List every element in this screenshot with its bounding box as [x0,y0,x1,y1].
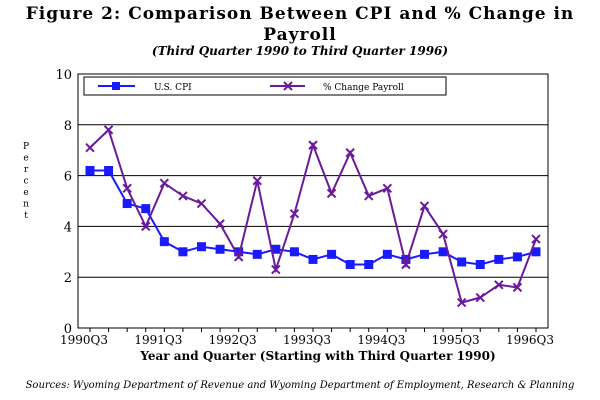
x-tick-label: 1991Q3 [134,333,182,347]
chart-title-line2: Payroll [263,25,337,45]
cpi-point [271,244,281,254]
y-axis-title-letter: c [23,177,28,187]
cpi-point [382,249,392,259]
payroll-point [141,221,151,232]
cpi-point [141,204,151,214]
y-axis-title-letter: e [23,188,28,198]
x-axis-title: Year and Quarter (Starting with Third Qu… [139,349,495,363]
y-axis-title-letter: t [24,211,28,221]
y-tick-label: 8 [64,119,72,134]
payroll-point [475,292,485,303]
y-tick-label: 0 [64,322,72,337]
y-tick-label: 6 [64,170,72,185]
y-tick-label: 4 [64,220,72,235]
cpi-point [252,249,262,259]
legend-box [83,76,447,96]
y-axis-title-letter: P [23,142,29,152]
payroll-point [438,229,448,239]
payroll-point [178,191,188,201]
payroll-point [196,198,207,209]
legend-cpi-marker [112,82,120,90]
x-tick-label: 1994Q3 [357,333,405,347]
payroll-point [382,183,393,194]
cpi-point [85,166,95,176]
payroll-point [122,183,132,194]
payroll-point [456,297,467,308]
cpi-point [197,242,206,252]
payroll-point [233,252,244,262]
cpi-point [401,254,411,264]
cpi-point [457,257,467,267]
y-axis-title-letter: r [24,165,29,175]
chart-subtitle: (Third Quarter 1990 to Third Quarter 199… [151,44,449,58]
legend: U.S. CPI % Change Payroll [83,76,447,96]
series-line-cpi [90,169,537,266]
payroll-point [103,125,114,135]
legend-payroll-label: % Change Payroll [323,83,404,93]
y-tick-label: 10 [55,68,72,83]
cpi-point [104,166,114,176]
cpi-point [475,260,485,269]
cpi-point [308,254,318,264]
payroll-point [531,234,541,244]
cpi-point [345,260,355,269]
series-layer [85,125,541,308]
y-tick-label: 2 [64,271,72,286]
cpi-point [494,254,504,264]
cpi-point [178,247,188,257]
payroll-point [308,140,318,150]
cpi-point [512,252,522,262]
payroll-point [494,280,504,290]
payroll-point [419,201,430,211]
payroll-point [215,219,225,229]
cpi-point [159,237,169,247]
chart-title: Figure 2: Comparison Between CPI and % C… [0,4,600,46]
cpi-point [327,249,337,259]
x-tick-label: 1992Q3 [209,333,257,347]
x-tick-label: 1996Q3 [506,333,554,347]
plot-frame [77,73,549,329]
cpi-point [122,199,132,209]
x-tick-label: 1993Q3 [283,333,331,347]
cpi-point [234,247,244,257]
legend-cpi-label: U.S. CPI [154,83,192,93]
payroll-point [401,259,411,270]
series-line-payroll [89,128,537,304]
payroll-point [271,264,281,275]
payroll-point [289,208,300,219]
payroll-point [85,142,95,153]
axes: 0 2 4 6 8 10 1990Q3 1991Q3 1992Q3 1993Q3 1994Q3 199… [55,68,554,347]
chart-title-line1: Figure 2: Comparison Between CPI and % C… [25,4,575,24]
legend-payroll-marker [283,81,293,91]
payroll-point [345,148,355,158]
cpi-point [438,247,448,257]
source-note: Sources: Wyoming Department of Revenue a… [25,380,575,391]
x-tick-label: 1990Q3 [60,333,108,347]
payroll-point [159,178,170,188]
payroll-point [364,191,374,201]
y-axis-title-letter: n [23,200,29,210]
cpi-point [215,244,225,254]
cpi-point [420,249,429,259]
cpi-point [289,247,299,257]
x-tick-label: 1995Q3 [432,333,480,347]
cpi-point [531,247,541,257]
cpi-point [364,260,374,269]
payroll-point [326,188,337,199]
payroll-point [512,282,523,293]
payroll-point [252,175,262,186]
y-axis-title-letter: e [23,154,28,164]
